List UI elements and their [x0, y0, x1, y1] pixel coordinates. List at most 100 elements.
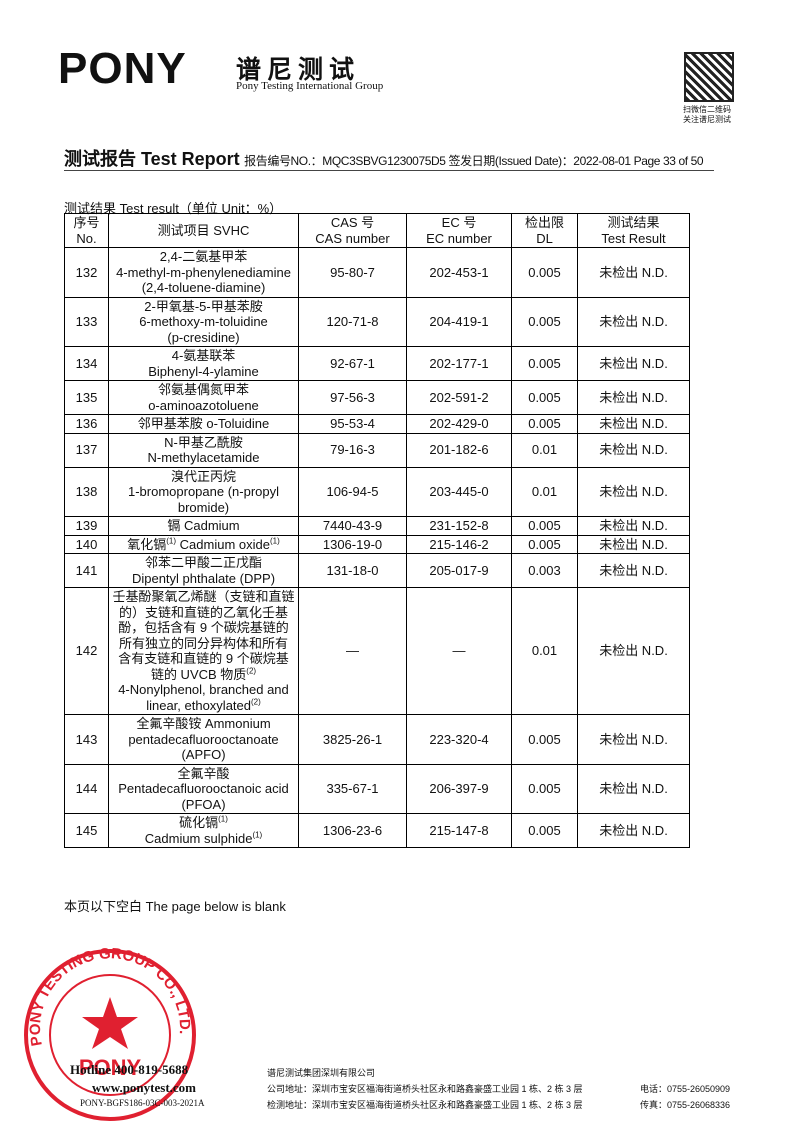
name-text: 的）支链和直链的乙氧化壬基 [118, 604, 288, 620]
table-row: 132 2,4-二氨基甲苯 4-methyl-m-phenylenediamine(… [64, 247, 690, 298]
result-text: 未检出 N.D. [599, 536, 668, 552]
cell: 135 [64, 380, 109, 415]
no-text: 145 [75, 822, 98, 838]
dl-text: 0.005 [528, 416, 561, 431]
cell: 4-氨基联苯 Biphenyl-4-ylamine [108, 346, 299, 381]
cell: 未检出 N.D. [577, 296, 690, 347]
cell: 201-182-6 [406, 432, 512, 468]
cell: 134 [64, 346, 109, 381]
cell: 0.005 [511, 296, 578, 347]
ec-text: 205-017-9 [429, 562, 489, 578]
stamp-ring [24, 949, 196, 1121]
stamp-center: PONY [79, 1055, 142, 1080]
name-text: o-aminoazotoluene [148, 397, 259, 413]
cell: 137 [64, 432, 109, 468]
cell: 全氟辛酸 Pentadecafluorooctanoic acid (PFOA) [108, 763, 299, 814]
table-row: 143 全氟辛酸铵 Ammonium pentadecafluorooctanoat… [64, 714, 690, 765]
section-title: 测试结果 Test result（单位 Unit：%） [64, 201, 283, 216]
cell: 未检出 N.D. [577, 553, 690, 588]
name-text: 邻氨基偶氮甲苯 [157, 382, 249, 397]
cell: 壬基酚聚氧乙烯醚（支链和直链 的）支链和直链的乙氧化壬基 酚，包括含有 9 个碳烷基… [108, 587, 299, 715]
cell: — [406, 587, 512, 715]
ec-text: 215-146-2 [429, 536, 489, 552]
name-text: 6-methoxy-m-toluidine [139, 314, 268, 329]
cell: 202-453-1 [406, 247, 512, 298]
cell: 140 [64, 534, 109, 554]
header-text: 检出限 [524, 215, 564, 230]
cell: 0.005 [511, 346, 578, 381]
cell: 131-18-0 [298, 553, 407, 588]
cell: 0.005 [511, 516, 578, 536]
header-text: CAS number [315, 230, 390, 246]
result-text: 未检出 N.D. [599, 781, 668, 796]
tel: 电话：0755-26050909 [640, 1084, 731, 1094]
cell: 1306-19-0 [298, 534, 407, 554]
footnote-mark: (1) [269, 536, 280, 546]
website: www.ponytest.com [92, 1080, 196, 1095]
header-text: DL [536, 230, 553, 246]
result-text: 未检出 N.D. [599, 484, 668, 499]
header-text: 测试项目 SVHC [157, 222, 250, 238]
name-text: Dipentyl phthalate (DPP) [131, 570, 276, 586]
cell: 141 [64, 553, 109, 588]
no-text: 134 [75, 355, 98, 371]
qr-code [684, 52, 734, 102]
dl-text: 0.01 [531, 484, 558, 499]
header-cell: 测试结果 Test Result [577, 213, 690, 248]
cell: 0.005 [511, 380, 578, 415]
dl-text: 0.005 [528, 518, 561, 533]
cell: 139 [64, 516, 109, 536]
cell: 未检出 N.D. [577, 346, 690, 381]
cell: 未检出 N.D. [577, 516, 690, 536]
ec-text: 231-152-8 [429, 518, 489, 533]
cell: 0.01 [511, 587, 578, 715]
no-text: 138 [75, 484, 98, 499]
no-text: 144 [75, 781, 98, 796]
table-row: 145 硫化镉(1) Cadmium sulphide(1) 1306-23-6 215… [64, 813, 690, 848]
name-text: 2,4-二氨基甲苯 [159, 249, 248, 264]
name-text: 全氟辛酸铵 Ammonium [136, 716, 271, 731]
cas-text: 7440-43-9 [322, 518, 383, 533]
result-text: 未检出 N.D. [599, 442, 668, 458]
stamp: PONY TESTING GROUP CO., LTD. PONY [24, 945, 196, 1121]
no-text: 139 [75, 518, 98, 533]
result-text: 未检出 N.D. [599, 518, 668, 533]
header-text: CAS 号 [330, 215, 375, 230]
result-text: 未检出 N.D. [599, 389, 668, 405]
cell: 0.005 [511, 714, 578, 765]
no-text: 135 [75, 389, 98, 405]
result-text: 未检出 N.D. [599, 822, 668, 838]
dl-text: 0.01 [531, 643, 558, 659]
table-row: 142 壬基酚聚氧乙烯醚（支链和直链 的）支链和直链的乙氧化壬基 酚，包括含有 9 个… [64, 587, 690, 715]
dl-text: 0.005 [528, 389, 561, 405]
hotline: Hotline 400-819-5688 [70, 1062, 189, 1077]
cell: 203-445-0 [406, 466, 512, 517]
dl-text: 0.003 [528, 562, 561, 578]
header-text: No. [76, 230, 97, 246]
header-text: Test Result [601, 230, 666, 246]
report-info: 报告编号NO.：MQC3SBVG1230075D5 签发日期(Issued Da… [244, 154, 704, 168]
footnote-mark: (2) [246, 666, 257, 676]
cell: 未检出 N.D. [577, 247, 690, 298]
name-text: 溴代正丙烷 [170, 468, 236, 484]
table-row: 136 邻甲基苯胺 o-Toluidine 95-53-4 202-429-0 0.00… [64, 414, 690, 434]
cas-text: 335-67-1 [326, 781, 379, 796]
name-text: Biphenyl-4-ylamine [148, 363, 259, 379]
table-row: 134 4-氨基联苯 Biphenyl-4-ylamine 92-67-1 202-17… [64, 346, 690, 381]
name-text: 4-氨基联苯 [171, 348, 236, 363]
ec-text: 202-177-1 [429, 355, 489, 371]
name-text: 链的 UVCB 物质 [150, 666, 247, 682]
name-text: 镉 Cadmium [167, 518, 240, 533]
cell: 143 [64, 714, 109, 765]
qr-caption: 扫微信二维码 [683, 105, 731, 114]
qr-caption: 关注谱尼测试 [683, 115, 731, 124]
cell: 202-177-1 [406, 346, 512, 381]
cell: 未检出 N.D. [577, 534, 690, 554]
name-text: 酚，包括含有 9 个碳烷基链的 [118, 620, 289, 635]
no-text: 143 [75, 731, 98, 747]
company: 谱尼测试集团深圳有限公司 [267, 1068, 376, 1078]
cell: 未检出 N.D. [577, 414, 690, 434]
name-text: 4-methyl-m-phenylenediamine [116, 264, 291, 280]
name-text: bromide) [177, 499, 230, 515]
